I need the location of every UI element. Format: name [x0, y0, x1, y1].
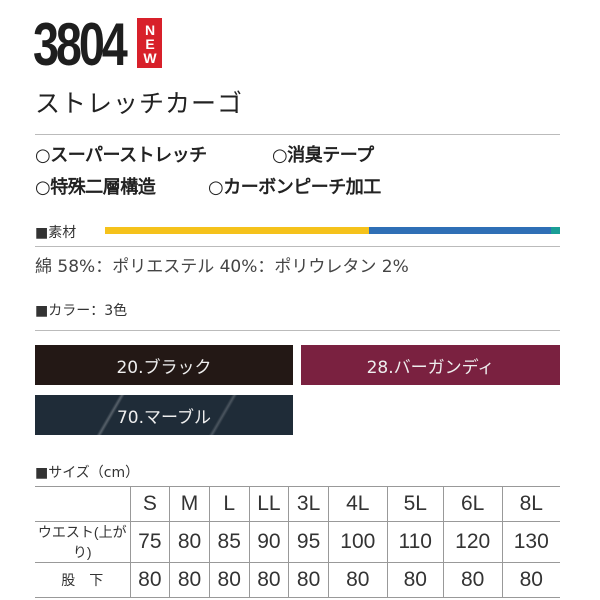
new-badge: NEW: [137, 18, 162, 68]
color-label: ■カラー：3色: [35, 303, 128, 319]
material-label: ■素材: [35, 225, 77, 241]
product-code: 3804: [33, 11, 128, 78]
product-name: ストレッチカーゴ: [35, 89, 244, 118]
table-header-row: S M L LL 3L 4L 5L 6L 8L: [35, 486, 560, 522]
feature-item: ○特殊二層構造: [35, 177, 156, 198]
feature-item: ○カーボンピーチ加工: [208, 177, 381, 198]
size-cell: 90: [248, 521, 289, 563]
material-bar-segment: [105, 227, 369, 234]
divider: [35, 330, 560, 331]
size-header: 3L: [288, 486, 329, 522]
size-cell: 80: [248, 562, 289, 598]
swatch-label: 20.ブラック: [116, 357, 212, 378]
color-swatch-marble: 70.マーブル: [35, 395, 293, 435]
swatch-label: 28.バーガンディ: [366, 357, 495, 378]
feature-item: ○消臭テープ: [272, 145, 374, 166]
size-cell: 80: [129, 562, 170, 598]
color-swatch-black: 20.ブラック: [35, 345, 293, 385]
size-cell: 80: [501, 562, 560, 598]
divider: [35, 134, 560, 135]
table-row: ウエスト(上がり) 75 80 85 90 95 100 110 120 130: [35, 521, 560, 563]
size-header: L: [208, 486, 250, 522]
material-bar-segment: [550, 227, 560, 234]
size-header: 8L: [501, 486, 560, 522]
material-bar-segment: [368, 227, 551, 234]
size-header: S: [129, 486, 170, 522]
size-cell: 80: [169, 521, 210, 563]
size-header: M: [169, 486, 210, 522]
color-swatch-burgundy: 28.バーガンディ: [301, 345, 560, 385]
size-cell: 110: [386, 521, 444, 563]
size-cell: 120: [442, 521, 503, 563]
size-cell: 80: [386, 562, 444, 598]
size-cell: 80: [169, 562, 210, 598]
swatch-label: 70.マーブル: [116, 407, 211, 428]
size-cell: 130: [501, 521, 560, 563]
size-cell: 80: [208, 562, 250, 598]
size-cell: 75: [129, 521, 170, 563]
size-cell: 85: [208, 521, 250, 563]
row-label: 股 下: [35, 562, 130, 598]
size-header: 4L: [327, 486, 388, 522]
size-label: ■サイズ（cm）: [35, 465, 140, 481]
size-cell: 100: [327, 521, 388, 563]
size-header: 6L: [442, 486, 503, 522]
material-bar: [105, 227, 560, 234]
feature-item: ○スーパーストレッチ: [35, 145, 207, 166]
material-composition: 綿 58%：ポリエステル 40%：ポリウレタン 2%: [35, 257, 409, 277]
size-header: 5L: [386, 486, 444, 522]
size-cell: 80: [288, 562, 329, 598]
size-cell: 95: [288, 521, 329, 563]
row-label: ウエスト(上がり): [35, 521, 130, 563]
size-header: LL: [248, 486, 289, 522]
size-table: S M L LL 3L 4L 5L 6L 8L ウエスト(上がり) 75 80 85 90 95 100 11…: [35, 486, 560, 598]
size-cell: 80: [442, 562, 503, 598]
table-row: 股 下 80 80 80 80 80 80 80 80 80: [35, 562, 560, 598]
size-cell: 80: [327, 562, 388, 598]
divider: [35, 246, 560, 247]
